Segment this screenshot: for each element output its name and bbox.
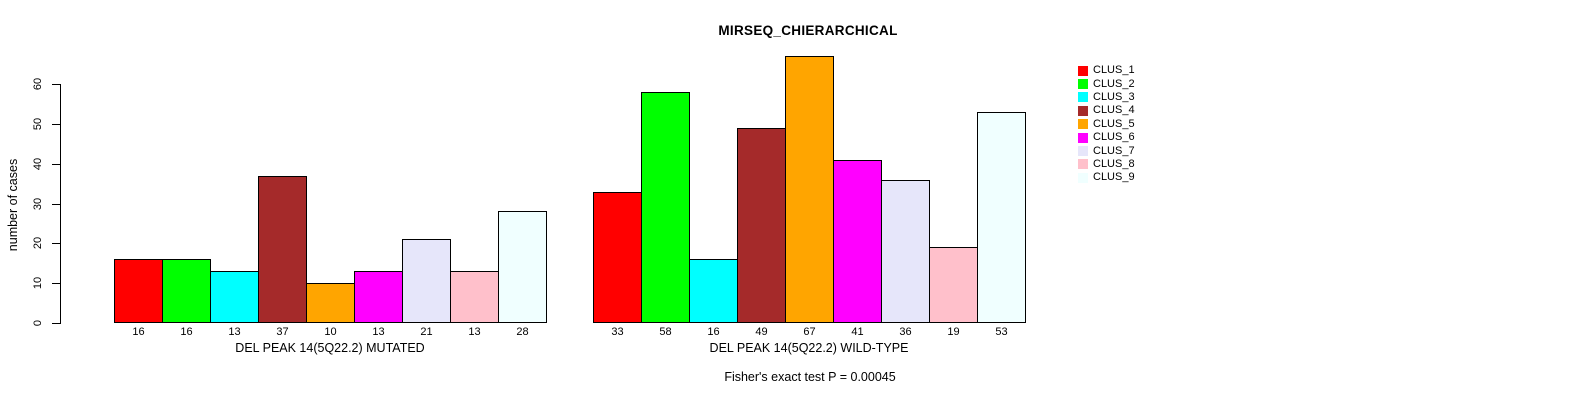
legend-swatch-icon [1078,105,1088,116]
group-label-mutated: DEL PEAK 14(5Q22.2) MUTATED [235,341,425,355]
bar-wild-type-CLUS_6 [833,160,882,323]
bar-value-mutated-CLUS_5: 10 [324,326,337,338]
legend-swatch-icon [1078,159,1088,170]
page-title: MIRSEQ_CHIERARCHICAL [718,23,898,38]
legend-item-CLUS_2: CLUS_2 [1078,77,1135,90]
bar-value-wild-type-CLUS_2: 58 [659,326,672,338]
bar-value-mutated-CLUS_2: 16 [180,326,193,338]
y-axis-tick-label: 60 [32,77,44,91]
legend-item-label: CLUS_3 [1093,90,1135,103]
group-label-wild-type: DEL PEAK 14(5Q22.2) WILD-TYPE [709,341,909,355]
legend-swatch-icon [1078,132,1088,143]
y-axis-tick [52,243,60,244]
bar-mutated-CLUS_6 [354,271,403,323]
legend-item-CLUS_6: CLUS_6 [1078,131,1135,144]
legend-item-CLUS_7: CLUS_7 [1078,144,1135,157]
bar-wild-type-CLUS_5 [785,56,834,323]
legend-item-label: CLUS_5 [1093,117,1135,130]
bar-mutated-CLUS_3 [210,271,259,323]
y-axis-tick-label: 0 [32,319,44,327]
y-axis-tick-label: 20 [32,236,44,250]
legend-item-CLUS_3: CLUS_3 [1078,91,1135,104]
legend-item-label: CLUS_7 [1093,144,1135,157]
y-axis-tick-label: 40 [32,157,44,171]
legend-swatch-icon [1078,146,1088,157]
bar-wild-type-CLUS_9 [977,112,1026,323]
bar-value-wild-type-CLUS_5: 67 [803,326,816,338]
legend-item-CLUS_1: CLUS_1 [1078,64,1135,77]
bar-mutated-CLUS_5 [306,283,355,323]
legend-item-label: CLUS_8 [1093,157,1135,170]
y-axis-title: number of cases [6,158,20,252]
legend: CLUS_1 CLUS_2 CLUS_3 CLUS_4 CLUS_5 CLUS_6 CLUS… [1078,64,1135,185]
bar-wild-type-CLUS_1 [593,192,642,323]
bar-value-mutated-CLUS_3: 13 [228,326,241,338]
bar-mutated-CLUS_7 [402,239,451,323]
bar-mutated-CLUS_1 [114,259,163,323]
bar-wild-type-CLUS_3 [689,259,738,323]
bar-value-mutated-CLUS_1: 16 [132,326,145,338]
y-axis-tick [52,124,60,125]
legend-swatch-icon [1078,79,1088,90]
y-axis-tick [52,204,60,205]
y-axis-line [60,84,61,324]
bar-value-wild-type-CLUS_1: 33 [611,326,624,338]
bar-value-wild-type-CLUS_6: 41 [851,326,864,338]
bar-value-wild-type-CLUS_3: 16 [707,326,720,338]
bar-value-mutated-CLUS_6: 13 [372,326,385,338]
bar-mutated-CLUS_4 [258,176,307,323]
legend-item-label: CLUS_9 [1093,171,1135,184]
y-axis-tick [52,283,60,284]
legend-item-label: CLUS_2 [1093,77,1135,90]
bar-wild-type-CLUS_2 [641,92,690,323]
y-axis-tick-label: 10 [32,276,44,290]
y-axis-tick [52,164,60,165]
legend-item-CLUS_5: CLUS_5 [1078,118,1135,131]
fisher-test-caption: Fisher's exact test P = 0.00045 [724,370,896,384]
legend-item-label: CLUS_1 [1093,64,1135,77]
bar-value-mutated-CLUS_9: 28 [516,326,529,338]
bar-wild-type-CLUS_4 [737,128,786,323]
bar-value-wild-type-CLUS_4: 49 [755,326,768,338]
y-axis-tick [52,323,60,324]
bar-value-mutated-CLUS_7: 21 [420,326,433,338]
bar-wild-type-CLUS_8 [929,247,978,323]
bar-mutated-CLUS_8 [450,271,499,323]
legend-swatch-icon [1078,92,1088,103]
legend-swatch-icon [1078,65,1088,76]
bar-value-mutated-CLUS_8: 13 [468,326,481,338]
bar-mutated-CLUS_2 [162,259,211,323]
bar-value-wild-type-CLUS_8: 19 [947,326,960,338]
legend-item-CLUS_8: CLUS_8 [1078,158,1135,171]
bar-value-mutated-CLUS_4: 37 [276,326,289,338]
legend-item-label: CLUS_4 [1093,104,1135,117]
y-axis-tick-label: 30 [32,197,44,211]
y-axis-tick [52,84,60,85]
legend-item-CLUS_4: CLUS_4 [1078,104,1135,117]
legend-item-label: CLUS_6 [1093,131,1135,144]
bar-wild-type-CLUS_7 [881,180,930,323]
legend-swatch-icon [1078,172,1088,183]
bar-value-wild-type-CLUS_9: 53 [995,326,1008,338]
bar-value-wild-type-CLUS_7: 36 [899,326,912,338]
bar-mutated-CLUS_9 [498,211,547,323]
y-axis-tick-label: 50 [32,117,44,131]
legend-swatch-icon [1078,119,1088,130]
legend-item-CLUS_9: CLUS_9 [1078,171,1135,184]
